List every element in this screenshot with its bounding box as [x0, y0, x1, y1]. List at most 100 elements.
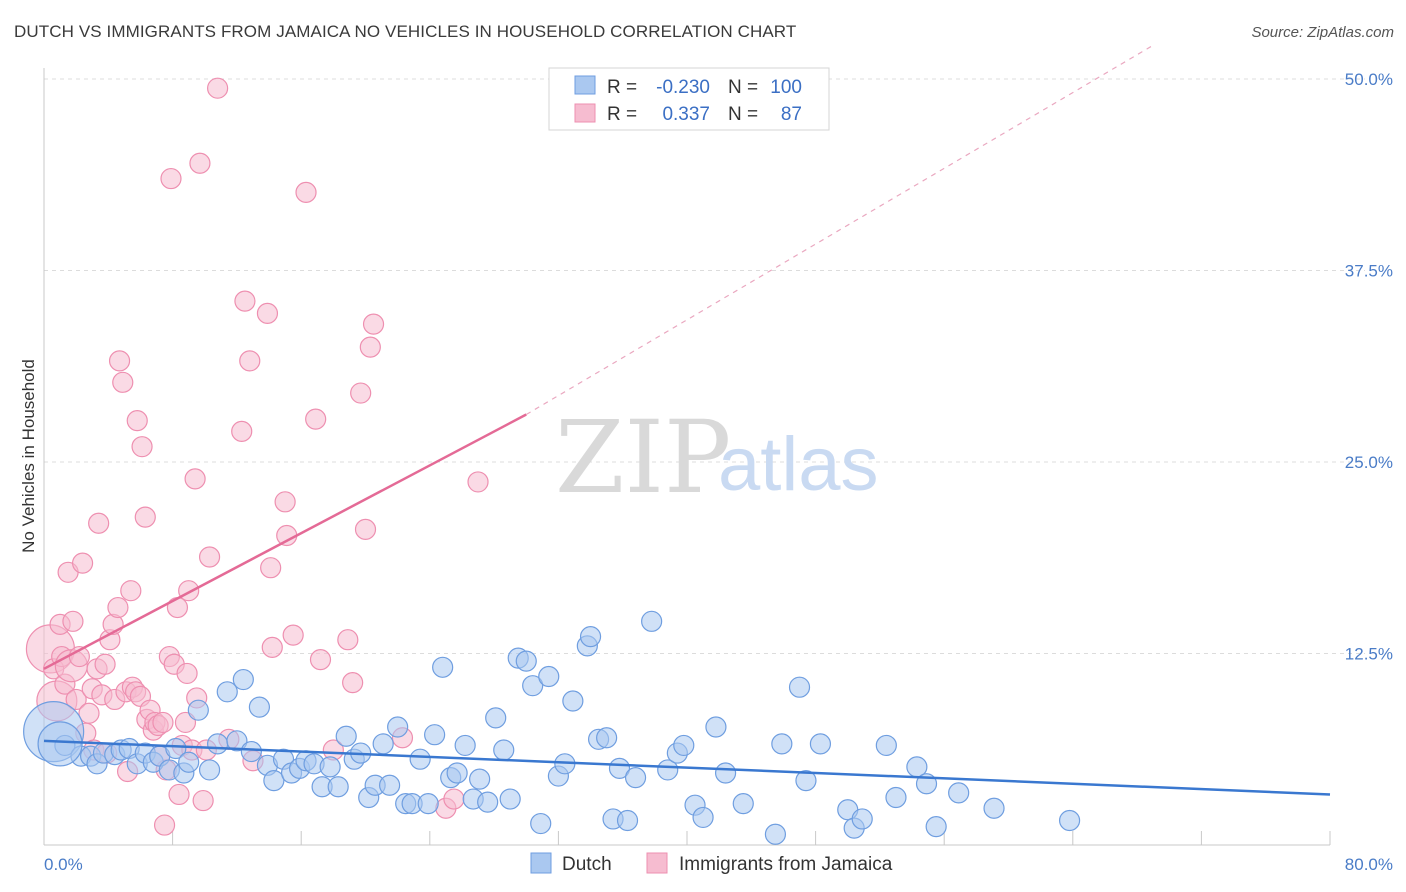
jamaica-trend-line [43, 413, 527, 670]
bottom-legend-jamaica: Immigrants from Jamaica [679, 854, 893, 875]
trend-lines [43, 44, 1331, 796]
jamaica-point-50 [174, 711, 197, 734]
dutch-point-86 [795, 770, 817, 792]
jamaica-point-29 [120, 580, 142, 602]
bottom-legend-swatch-dutch [530, 852, 552, 874]
jamaica-point-52 [178, 580, 200, 602]
jamaica-point-66 [260, 557, 282, 579]
jamaica-point-56 [189, 152, 211, 174]
jamaica-point-34 [131, 436, 153, 458]
jamaica-point-60 [207, 77, 229, 99]
legend-r-label-dutch: R = [607, 77, 637, 98]
jamaica-point-69 [276, 524, 298, 547]
dutch-point-24 [248, 696, 271, 718]
stats-legend: R = -0.230 N = 100 R = 0.337 N = 87 [548, 67, 830, 131]
dutch-point-51 [454, 734, 476, 757]
dutch-point-87 [809, 733, 832, 755]
dutch-point-80 [705, 716, 727, 738]
y-tick-0: 12.5% [1345, 645, 1393, 664]
jamaica-point-32 [126, 410, 148, 432]
dutch-point-72 [616, 809, 639, 832]
bottom-legend-swatch-jamaica [646, 852, 668, 874]
watermark-atlas: atlas [718, 422, 879, 507]
dutch-point-83 [764, 823, 787, 845]
dutch-point-60 [522, 675, 544, 697]
watermark: ZIP atlas [555, 399, 879, 516]
dutch-point-40 [372, 733, 394, 755]
jamaica-points [25, 77, 489, 836]
dutch-point-84 [771, 733, 793, 755]
dutch-point-45 [409, 748, 431, 770]
jamaica-point-65 [256, 302, 279, 324]
dutch-point-22 [232, 668, 254, 691]
jamaica-point-42 [152, 711, 174, 734]
dutch-point-34 [327, 776, 349, 798]
dutch-point-92 [885, 786, 907, 809]
legend-r-label-jamaica: R = [607, 104, 637, 125]
dutch-point-97 [983, 797, 1005, 819]
dutch-point-82 [732, 793, 754, 815]
dutch-point-56 [493, 739, 515, 761]
chart-title: DUTCH VS IMMIGRANTS FROM JAMAICA NO VEHI… [14, 22, 797, 41]
dutch-point-41 [379, 774, 401, 796]
jamaica-point-62 [231, 420, 253, 442]
jamaica-point-79 [359, 336, 381, 358]
jamaica-point-9 [65, 688, 87, 711]
legend-r-value-jamaica: 0.337 [662, 104, 710, 125]
dutch-point-65 [562, 690, 584, 712]
jamaica-point-47 [166, 596, 189, 619]
legend-r-value-dutch: -0.230 [656, 77, 710, 98]
jamaica-point-77 [350, 382, 372, 404]
jamaica-point-76 [342, 672, 364, 694]
dutch-point-61 [530, 812, 552, 835]
dutch-point-47 [424, 724, 446, 746]
dutch-point-79 [692, 806, 714, 829]
jamaica-point-84 [467, 471, 489, 493]
dutch-point-73 [624, 766, 647, 789]
dutch-point-33 [319, 756, 341, 778]
jamaica-point-45 [160, 167, 182, 190]
dutch-point-95 [925, 816, 947, 838]
legend-n-label-jamaica: N = [728, 104, 758, 125]
jamaica-point-17 [88, 512, 110, 534]
jamaica-point-63 [234, 290, 256, 312]
dutch-point-14 [165, 737, 187, 760]
dutch-point-53 [469, 768, 491, 790]
dutch-point-74 [641, 610, 663, 632]
jamaica-point-26 [112, 371, 134, 393]
dutch-point-85 [788, 676, 811, 698]
y-tick-1: 25.0% [1345, 453, 1393, 472]
legend-box [548, 67, 830, 131]
jamaica-point-64 [239, 350, 261, 372]
dutch-point-17 [187, 699, 209, 721]
dutch-point-99 [37, 721, 83, 767]
legend-swatch-dutch [574, 75, 596, 95]
dutch-point-75 [657, 759, 679, 781]
dutch-point-81 [714, 762, 737, 784]
dutch-points [23, 610, 1081, 845]
dutch-point-98 [1058, 809, 1081, 832]
dutch-point-35 [335, 725, 357, 747]
dutch-point-54 [477, 791, 499, 813]
jamaica-point-78 [354, 518, 377, 541]
jamaica-point-67 [261, 636, 283, 658]
dutch-point-18 [198, 759, 221, 781]
dutch-point-50 [446, 762, 468, 784]
legend-n-label-dutch: N = [728, 77, 758, 98]
dutch-point-77 [673, 734, 695, 757]
dutch-point-21 [226, 730, 248, 752]
jamaica-point-48 [168, 783, 190, 806]
y-tick-2: 37.5% [1345, 262, 1393, 281]
jamaica-point-35 [134, 506, 156, 528]
dutch-point-23 [240, 740, 262, 763]
jamaica-point-68 [274, 491, 296, 513]
dutch-point-69 [596, 727, 618, 749]
jamaica-point-51 [176, 662, 198, 685]
bottom-legend-dutch: Dutch [562, 854, 612, 875]
dutch-point-90 [851, 808, 873, 830]
dutch-point-67 [579, 626, 602, 648]
jamaica-point-11 [71, 552, 94, 574]
jamaica-point-83 [443, 788, 465, 810]
series-legend: Dutch Immigrants from Jamaica [530, 852, 893, 875]
